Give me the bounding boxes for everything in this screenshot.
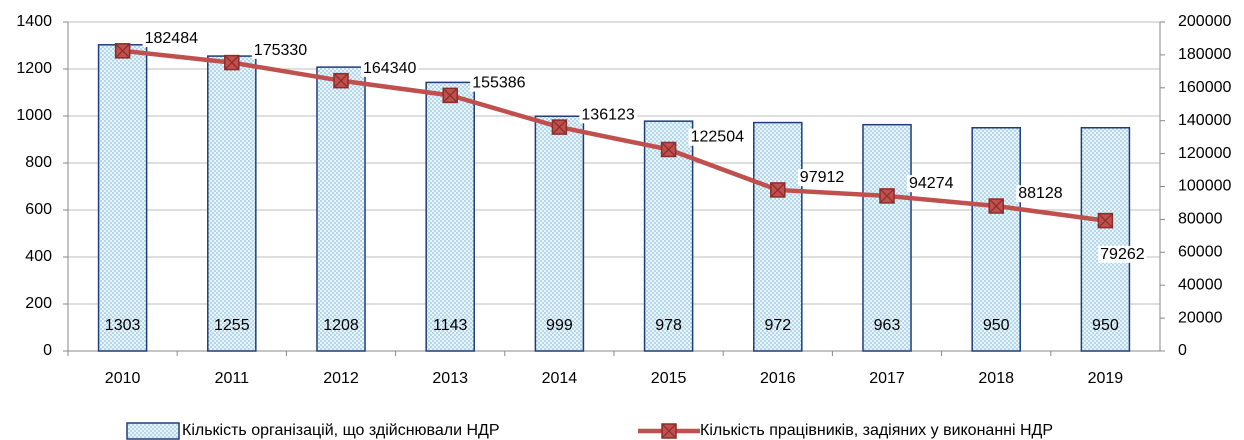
label-bg [251, 41, 310, 59]
line [122, 48, 1106, 223]
label-bg [688, 128, 747, 146]
x-tick-label: 2010 [105, 370, 141, 387]
y2-tick-label: 200000 [1178, 13, 1231, 30]
bar-value-label: 999 [546, 317, 573, 334]
legend-label: Кількість працівників, задіяних у викона… [700, 422, 1053, 439]
y-tick-label: 200 [25, 295, 52, 312]
y-tick-label: 400 [25, 248, 52, 265]
x-tick-label: 2018 [978, 370, 1014, 387]
marker-cross [988, 198, 1004, 214]
bar [316, 66, 366, 352]
label-bg [907, 175, 956, 193]
bar [1080, 127, 1131, 352]
line-value-label: 94274 [909, 175, 954, 192]
bar [425, 81, 475, 352]
bar [753, 121, 803, 352]
bar-value-label: 1255 [214, 317, 250, 334]
line-value-label: 136123 [581, 106, 634, 123]
marker-cross [551, 119, 567, 135]
y2-tick-label: 80000 [1178, 211, 1223, 228]
legend-swatch [126, 422, 180, 440]
y2-tick-label: 160000 [1178, 79, 1231, 96]
bar-value-label: 1143 [433, 317, 468, 334]
y2-tick-label: 140000 [1178, 112, 1231, 129]
label-bg [361, 59, 419, 77]
y-tick-label: 1400 [16, 13, 52, 30]
y-tick-label: 1000 [16, 107, 52, 124]
line-value-label: 164340 [363, 60, 416, 77]
bar-value-label: 963 [874, 317, 901, 334]
y2-tick-label: 40000 [1178, 276, 1223, 293]
line-value-label: 182484 [145, 30, 198, 47]
x-tick-label: 2019 [1088, 370, 1124, 387]
bar [534, 115, 585, 352]
x-tick-label: 2016 [760, 370, 796, 387]
line-value-label: 122504 [691, 129, 744, 146]
x-tick-label: 2017 [869, 370, 905, 387]
marker-cross [224, 55, 240, 71]
label-bg [142, 30, 201, 48]
label-bg [1016, 185, 1065, 203]
bar [862, 123, 912, 352]
x-tick-label: 2013 [432, 370, 468, 387]
bar [971, 127, 1021, 352]
line-value-label: 88128 [1018, 185, 1063, 202]
line-value-label: 97912 [800, 169, 845, 186]
y-tick-label: 600 [25, 201, 52, 218]
bar-value-label: 950 [983, 317, 1010, 334]
marker-cross [661, 142, 677, 157]
y-tick-label: 800 [25, 154, 52, 171]
y2-tick-label: 100000 [1178, 178, 1231, 195]
marker-cross [770, 182, 786, 198]
bar [207, 55, 257, 352]
bar-value-label: 972 [764, 317, 791, 334]
y-tick-label: 1200 [16, 60, 52, 77]
y2-tick-label: 180000 [1178, 46, 1231, 63]
bar-value-label: 1208 [323, 317, 359, 334]
label-bg [797, 169, 847, 187]
y2-tick-label: 120000 [1178, 145, 1231, 162]
label-bg [1098, 245, 1147, 263]
line-value-label: 155386 [472, 75, 525, 92]
label-bg [470, 74, 528, 92]
bar-value-label: 950 [1092, 317, 1119, 334]
marker-cross [115, 43, 131, 59]
bar-value-label: 1303 [105, 317, 141, 334]
marker-cross [442, 87, 458, 103]
line-value-label: 79262 [1100, 246, 1145, 263]
x-tick-label: 2012 [323, 370, 359, 387]
x-tick-label: 2015 [651, 370, 687, 387]
marker-cross [879, 188, 895, 204]
bar [643, 120, 694, 352]
label-bg [579, 106, 637, 124]
legend-label: Кількість організацій, що здійснювали НД… [182, 422, 500, 439]
x-tick-label: 2014 [542, 370, 578, 387]
y-tick-label: 0 [43, 342, 52, 359]
marker-cross [1097, 213, 1113, 229]
legend-marker-cross [661, 423, 677, 439]
y2-tick-label: 60000 [1178, 244, 1223, 261]
bar-value-label: 978 [655, 317, 682, 334]
y2-tick-label: 20000 [1178, 309, 1223, 326]
marker-cross [333, 73, 349, 89]
y2-tick-label: 0 [1178, 342, 1187, 359]
line-value-label: 175330 [254, 42, 307, 59]
bar [97, 44, 148, 352]
x-tick-label: 2011 [215, 370, 250, 387]
